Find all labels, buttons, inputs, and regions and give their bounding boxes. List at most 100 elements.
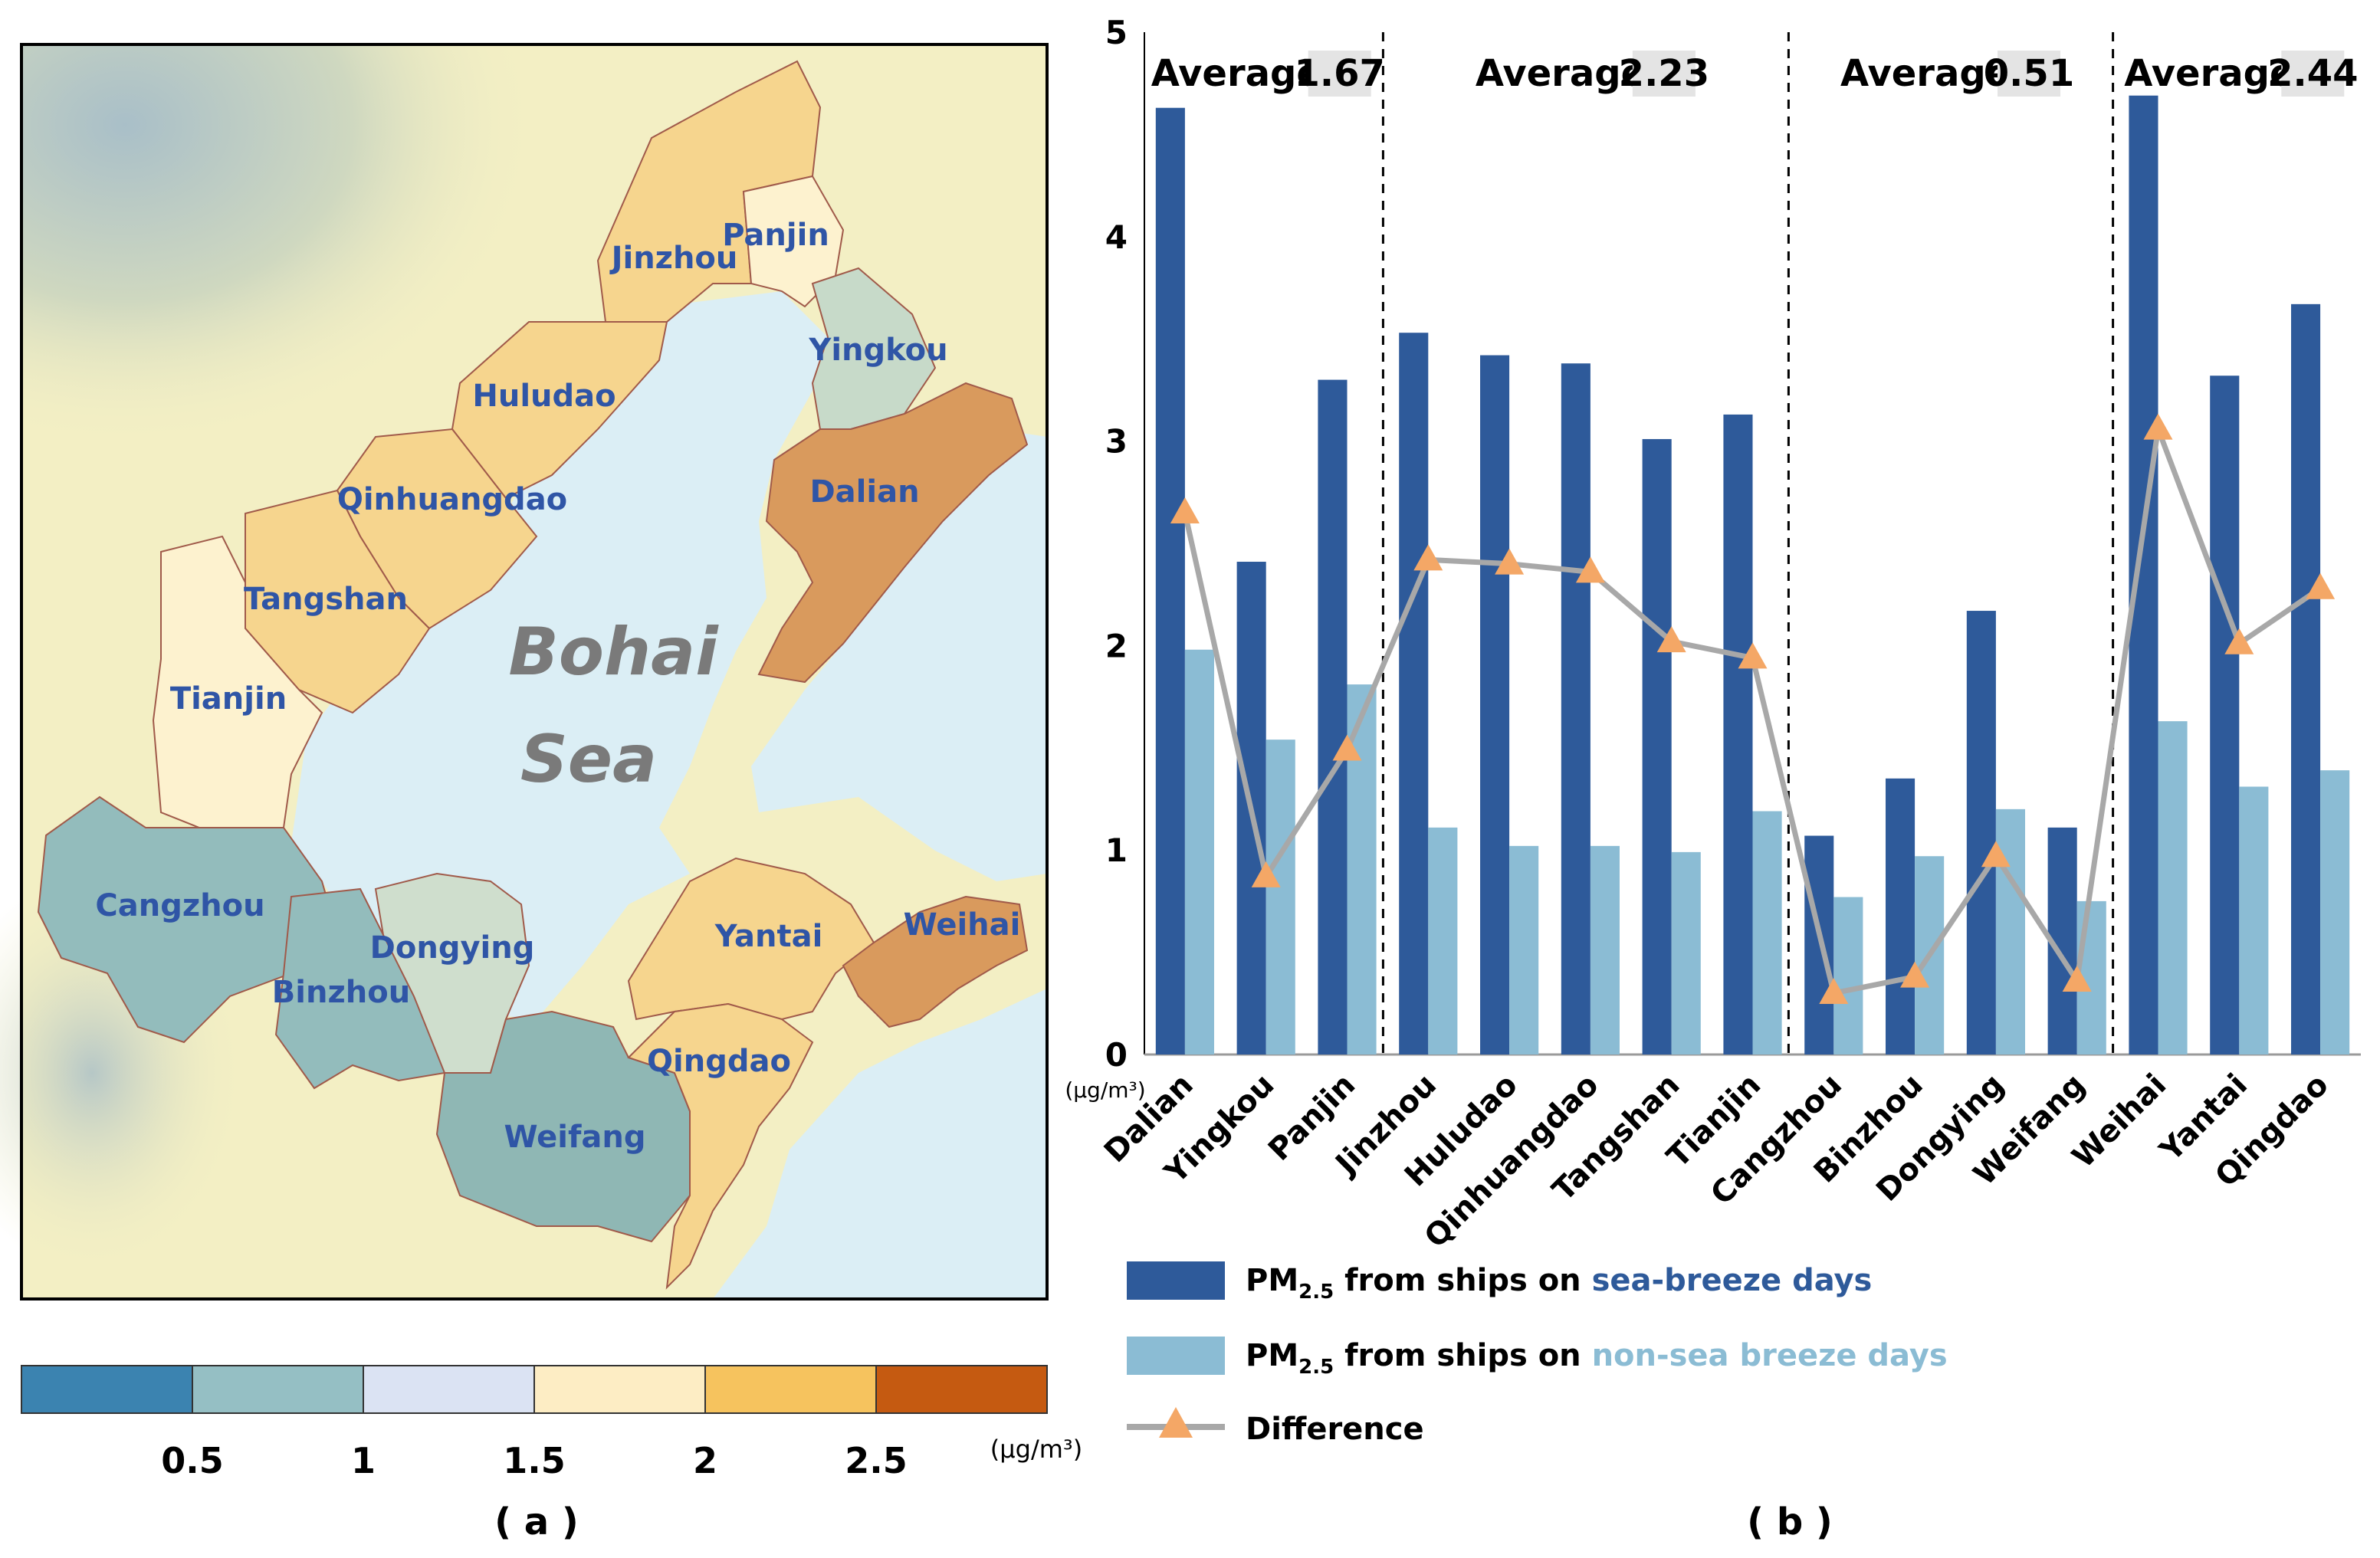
y-tick-label: 1 [1105, 831, 1128, 869]
difference-marker-tianjin [1738, 642, 1768, 669]
city-label-dongying: Dongying [370, 930, 535, 966]
group-average-value-bg [1308, 51, 1371, 97]
colorbar-tick-1: 1 [351, 1440, 376, 1481]
city-label-tianjin: Tianjin [170, 681, 287, 717]
bar-sea-breeze-huludao [1480, 355, 1510, 1055]
city-label-yantai: Yantai [714, 919, 823, 954]
y-tick-label: 2 [1105, 627, 1128, 664]
region-qingdao [627, 1002, 814, 1290]
map-colorbar: 0.5 1 1.5 2 2.5 (μg/m³) [21, 1365, 1082, 1481]
bar-non-sea-breeze-cangzhou [1833, 897, 1863, 1055]
sea-area-east [713, 429, 1047, 1299]
colorbar-tick-1.5: 1.5 [503, 1440, 566, 1481]
bar-non-sea-breeze-dalian [1184, 649, 1214, 1055]
city-label-weifang: Weifang [504, 1120, 645, 1155]
chart-legend: PM2.5 from ships on sea-breeze days PM2.… [1127, 1261, 1948, 1447]
panel-a-label: ( a ) [494, 1501, 579, 1543]
difference-series [1170, 413, 2336, 1004]
bar-sea-breeze-cangzhou [1804, 835, 1834, 1055]
colorbar-tick-2.5: 2.5 [845, 1440, 908, 1481]
difference-marker-huludao [1495, 548, 1525, 575]
y-axis-ticks: 0 1 2 3 4 5 [1105, 14, 1128, 1074]
bars [1155, 95, 2350, 1055]
city-label-dalian: Dalian [809, 474, 919, 510]
legend-swatch-sea-breeze [1127, 1261, 1225, 1300]
colorbar-swatch-5 [704, 1365, 877, 1414]
bar-sea-breeze-jinzhou [1399, 333, 1429, 1055]
colorbar-swatch-3 [363, 1365, 535, 1414]
bar-sea-breeze-qinhuangdao [1561, 363, 1590, 1055]
bar-non-sea-breeze-yantai [2239, 786, 2269, 1055]
group-average-labels: Average : 1.67 Average : 2.23 Average : 0.… [1151, 51, 2359, 97]
city-label-qingdao: Qingdao [647, 1044, 791, 1079]
x-axis-labels: DalianYingkouPanjinJinzhouHuludaoQinhuan… [1098, 1068, 2336, 1255]
city-label-panjin: Panjin [722, 218, 829, 253]
y-tick-label: 4 [1105, 218, 1128, 256]
bar-sea-breeze-dalian [1155, 107, 1185, 1055]
difference-marker-jinzhou [1413, 544, 1443, 571]
colorbar-unit: (μg/m³) [990, 1435, 1082, 1464]
colorbar-tick-0.5: 0.5 [161, 1440, 224, 1481]
chart-panel: 0 1 2 3 4 5 (μg/m³) Average : 1.67 Average : 2… [1065, 14, 2361, 1255]
bar-non-sea-breeze-weihai [2158, 721, 2188, 1055]
sea-label-bohai: Bohai [508, 614, 719, 690]
bar-non-sea-breeze-tianjin [1752, 811, 1782, 1055]
difference-marker-panjin [1332, 734, 1362, 761]
colorbar-swatch-4 [533, 1365, 706, 1414]
legend-label-non-sea-breeze: PM2.5 from ships on non-sea breeze days [1246, 1338, 1948, 1379]
region-tianjin [152, 535, 323, 828]
bar-non-sea-breeze-yingkou [1266, 740, 1295, 1055]
difference-marker-qinhuangdao [1575, 556, 1605, 583]
bar-non-sea-breeze-qingdao [2320, 770, 2350, 1055]
bar-sea-breeze-binzhou [1886, 778, 1915, 1055]
city-label-jinzhou: Jinzhou [609, 241, 738, 276]
difference-marker-yantai [2224, 628, 2254, 654]
legend-label-sea-breeze: PM2.5 from ships on sea-breeze days [1246, 1263, 1872, 1304]
city-label-weihai: Weihai [904, 907, 1021, 943]
y-axis-unit: (μg/m³) [1065, 1077, 1145, 1103]
bar-sea-breeze-dongying [1966, 611, 1996, 1055]
group-average-value-bg [1998, 51, 2060, 97]
bar-sea-breeze-panjin [1318, 379, 1348, 1055]
y-tick-label: 3 [1105, 423, 1128, 461]
city-label-huludao: Huludao [472, 379, 616, 414]
group-average-value-bg [2281, 51, 2345, 97]
bar-sea-breeze-tangshan [1642, 438, 1672, 1055]
bar-non-sea-breeze-qinhuangdao [1590, 845, 1620, 1055]
y-tick-label: 5 [1105, 14, 1128, 51]
colorbar-swatch-2 [192, 1365, 364, 1414]
group-average-value: 2.23 [1619, 52, 1709, 95]
difference-marker-weihai [2143, 413, 2173, 440]
difference-marker-binzhou [1900, 961, 1930, 988]
panel-b-label: ( b ) [1747, 1501, 1833, 1543]
colorbar-swatch-6 [875, 1365, 1048, 1414]
city-label-cangzhou: Cangzhou [95, 888, 264, 923]
difference-marker-tangshan [1656, 626, 1686, 653]
difference-marker-dalian [1170, 497, 1200, 523]
city-label-tangshan: Tangshan [244, 582, 408, 617]
bar-non-sea-breeze-tangshan [1671, 851, 1701, 1055]
group-average-value: 2.44 [2267, 52, 2358, 95]
bar-non-sea-breeze-jinzhou [1428, 827, 1458, 1055]
difference-marker-qingdao [2306, 572, 2336, 599]
city-label-qinhuangdao: Qinhuangdao [337, 482, 567, 517]
legend-label-difference: Difference [1246, 1412, 1424, 1447]
region-binzhou [274, 887, 446, 1090]
bar-non-sea-breeze-huludao [1509, 845, 1539, 1055]
bar-sea-breeze-weihai [2129, 95, 2158, 1055]
y-tick-label: 0 [1105, 1036, 1128, 1074]
city-regions [37, 60, 1029, 1290]
difference-marker-cangzhou [1819, 977, 1849, 1004]
city-label-yingkou: Yingkou [808, 333, 947, 368]
bar-non-sea-breeze-dongying [1995, 809, 2025, 1055]
group-average-value-bg [1632, 51, 1696, 97]
group-average-value: 0.51 [1984, 52, 2074, 95]
city-label-binzhou: Binzhou [272, 975, 410, 1010]
region-weihai [842, 895, 1029, 1028]
bar-sea-breeze-qingdao [2291, 303, 2321, 1055]
difference-marker-yingkou [1251, 861, 1281, 887]
legend-swatch-non-sea-breeze [1127, 1337, 1225, 1375]
bar-sea-breeze-tianjin [1723, 414, 1753, 1055]
region-dalian [757, 382, 1029, 684]
